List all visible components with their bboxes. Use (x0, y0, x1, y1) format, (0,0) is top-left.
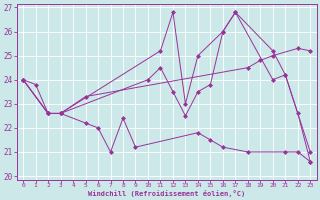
X-axis label: Windchill (Refroidissement éolien,°C): Windchill (Refroidissement éolien,°C) (88, 190, 245, 197)
